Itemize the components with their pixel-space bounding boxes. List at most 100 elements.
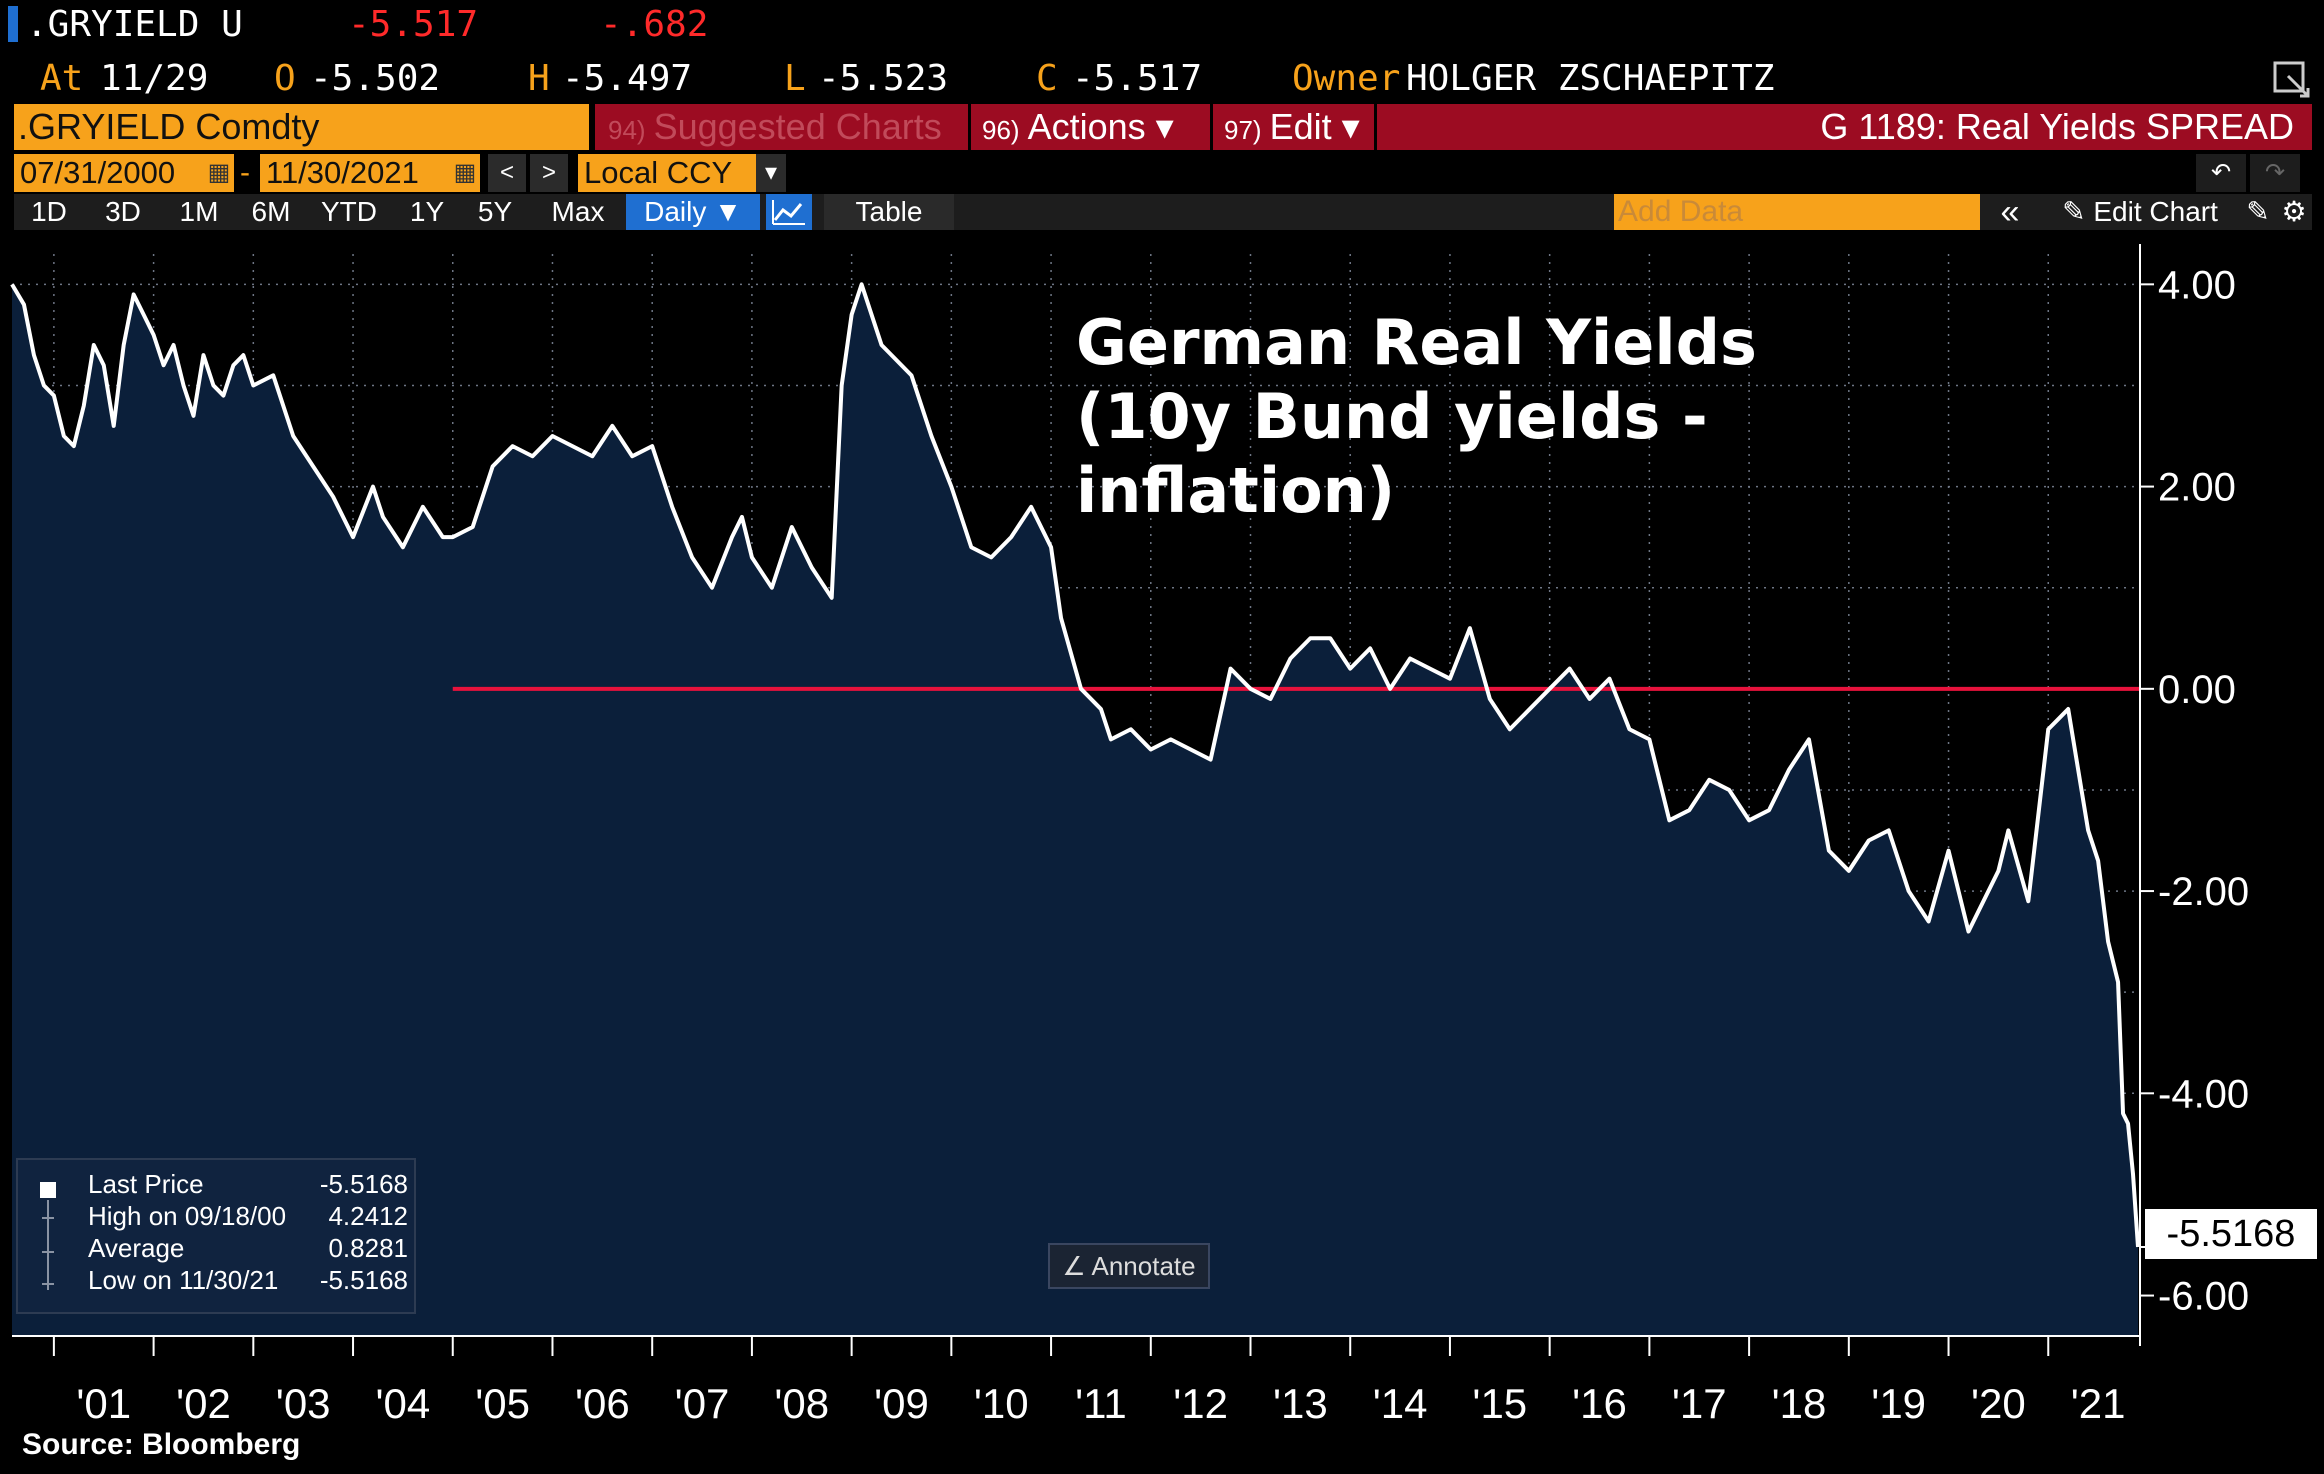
x-tick-label: '20 [1971,1380,2026,1427]
edit-chart-label: Edit Chart [2093,196,2218,227]
start-calendar-icon[interactable]: ▦ [204,154,234,192]
legend-low-label: Low on 11/30/21 [88,1265,279,1295]
currency-dropdown-icon[interactable]: ▾ [756,154,786,192]
redo-icon[interactable]: ↷ [2250,154,2300,192]
high-value: -5.497 [562,58,693,99]
y-tick-label: 4.00 [2158,263,2236,307]
high-label: H [528,58,550,99]
table-button[interactable]: Table [824,194,954,230]
menu-divider [1374,104,1377,150]
edit-menu[interactable]: 97) Edit ▾ [1224,104,1360,150]
suggested-charts-number: 94) [608,115,646,145]
ticker-marker [8,6,18,42]
y-tick-label: 2.00 [2158,466,2236,510]
x-tick-label: '16 [1572,1380,1627,1427]
period-3d[interactable]: 3D [105,196,141,227]
menu-bar [595,104,2312,150]
close-value: -5.517 [1072,58,1203,99]
period-1d[interactable]: 1D [31,196,67,227]
actions-number: 96) [982,115,1020,145]
x-tick-label: '18 [1772,1380,1827,1427]
actions-menu[interactable]: 96) Actions ▾ [982,104,1174,150]
x-tick-label: '13 [1273,1380,1328,1427]
period-6m[interactable]: 6M [251,196,291,227]
legend-high-label: High on 09/18/00 [88,1201,287,1231]
menu-divider [968,104,971,150]
annotate-label: Annotate [1091,1251,1196,1281]
legend-box: Last Price -5.5168 High on 09/18/00 4.24… [16,1158,416,1314]
popout-icon[interactable] [2272,60,2312,100]
edit-number: 97) [1224,115,1262,145]
series-line [10,282,2141,1248]
legend-average-label: Average [88,1233,185,1263]
chart-id: G 1189: Real Yields SPREAD [1820,106,2294,147]
security-field[interactable]: .GRYIELD Comdty [14,104,589,150]
period-ytd[interactable]: YTD [321,196,377,227]
end-date-field[interactable]: 11/30/2021 [260,154,450,192]
prev-period-button[interactable]: < [488,154,526,192]
function-bar: .GRYIELD Comdty 94) Suggested Charts 96) A… [14,104,2312,150]
legend-average-value: 0.8281 [328,1233,408,1263]
x-tick-label: '07 [675,1380,730,1427]
period-1m[interactable]: 1M [179,196,219,227]
x-tick-label: '11 [1075,1380,1127,1427]
collapse-button[interactable]: « [2000,193,2020,231]
range-dash: - [240,156,250,189]
y-tick-label: -6.00 [2158,1275,2249,1319]
edit-label: Edit ▾ [1269,106,1360,147]
quote-line: .GRYIELD U -5.517 -.682 [0,0,2324,56]
edit-legend-icon[interactable]: ✎ [2246,196,2270,227]
legend-average: Average 0.8281 [88,1232,408,1264]
at-label: At [40,58,84,99]
x-tick-label: '05 [475,1380,530,1427]
currency-select[interactable]: Local CCY [578,154,756,192]
legend-line-icon [40,1182,60,1294]
open-value: -5.502 [310,58,441,99]
undo-icon[interactable]: ↶ [2196,154,2246,192]
x-tick-label: '06 [575,1380,630,1427]
line-chart-icon[interactable] [766,194,812,230]
period-max[interactable]: Max [551,196,605,227]
x-tick-label: '09 [874,1380,929,1427]
owner-name: HOLGER ZSCHAEPITZ [1406,58,1775,99]
x-tick-label: '04 [376,1380,431,1427]
x-tick-label: '12 [1173,1380,1228,1427]
area-fill [12,284,2139,1337]
x-tick-label: '14 [1373,1380,1428,1427]
change-value: -.682 [600,4,709,45]
annotate-button[interactable]: ∠ Annotate [1048,1243,1210,1289]
x-tick-label: '10 [974,1380,1029,1427]
legend-last-price-label: Last Price [88,1169,204,1199]
end-calendar-icon[interactable]: ▦ [450,154,480,192]
next-period-button[interactable]: > [530,154,568,192]
period-1y[interactable]: 1Y [409,196,445,227]
start-date-field[interactable]: 07/31/2000 [14,154,204,192]
ohlc-line: At 11/29 O -5.502 H -5.497 L -5.523 C -5… [0,56,2324,106]
edit-chart-button[interactable]: ✎ Edit Chart [2040,194,2240,230]
x-tick-label: '03 [276,1380,331,1427]
x-tick-label: '19 [1871,1380,1926,1427]
low-label: L [784,58,806,99]
suggested-charts-menu[interactable]: 94) Suggested Charts [608,104,942,150]
frequency-select[interactable]: Daily ▼ [626,194,760,230]
settings-gear-icon[interactable]: ⚙ [2281,196,2307,227]
add-data-input[interactable]: Add Data [1614,194,1980,230]
legend-low-value: -5.5168 [319,1265,408,1295]
x-tick-label: '21 [2071,1380,2126,1427]
legend-high: High on 09/18/00 4.2412 [88,1200,408,1232]
actions-label: Actions ▾ [1027,106,1174,147]
y-tick-label: -2.00 [2158,870,2249,914]
x-tick-label: '01 [76,1380,131,1427]
date-range-bar: 07/31/2000 ▦ - 11/30/2021 ▦ < > Local CC… [14,154,2312,192]
chart-title: German Real Yields (10y Bund yields - in… [1076,306,1757,527]
last-value-tag: -5.5168 [2145,1209,2317,1259]
currency-value: Local CCY [584,155,733,190]
legend-low: Low on 11/30/21 -5.5168 [88,1264,408,1296]
close-label: C [1036,58,1058,99]
x-tick-label: '08 [774,1380,829,1427]
x-tick-label: '15 [1472,1380,1527,1427]
y-tick-label: 0.00 [2158,668,2236,712]
last-value: -5.517 [348,4,479,45]
period-5y[interactable]: 5Y [477,196,513,227]
ticker-short: .GRYIELD U [26,4,243,45]
